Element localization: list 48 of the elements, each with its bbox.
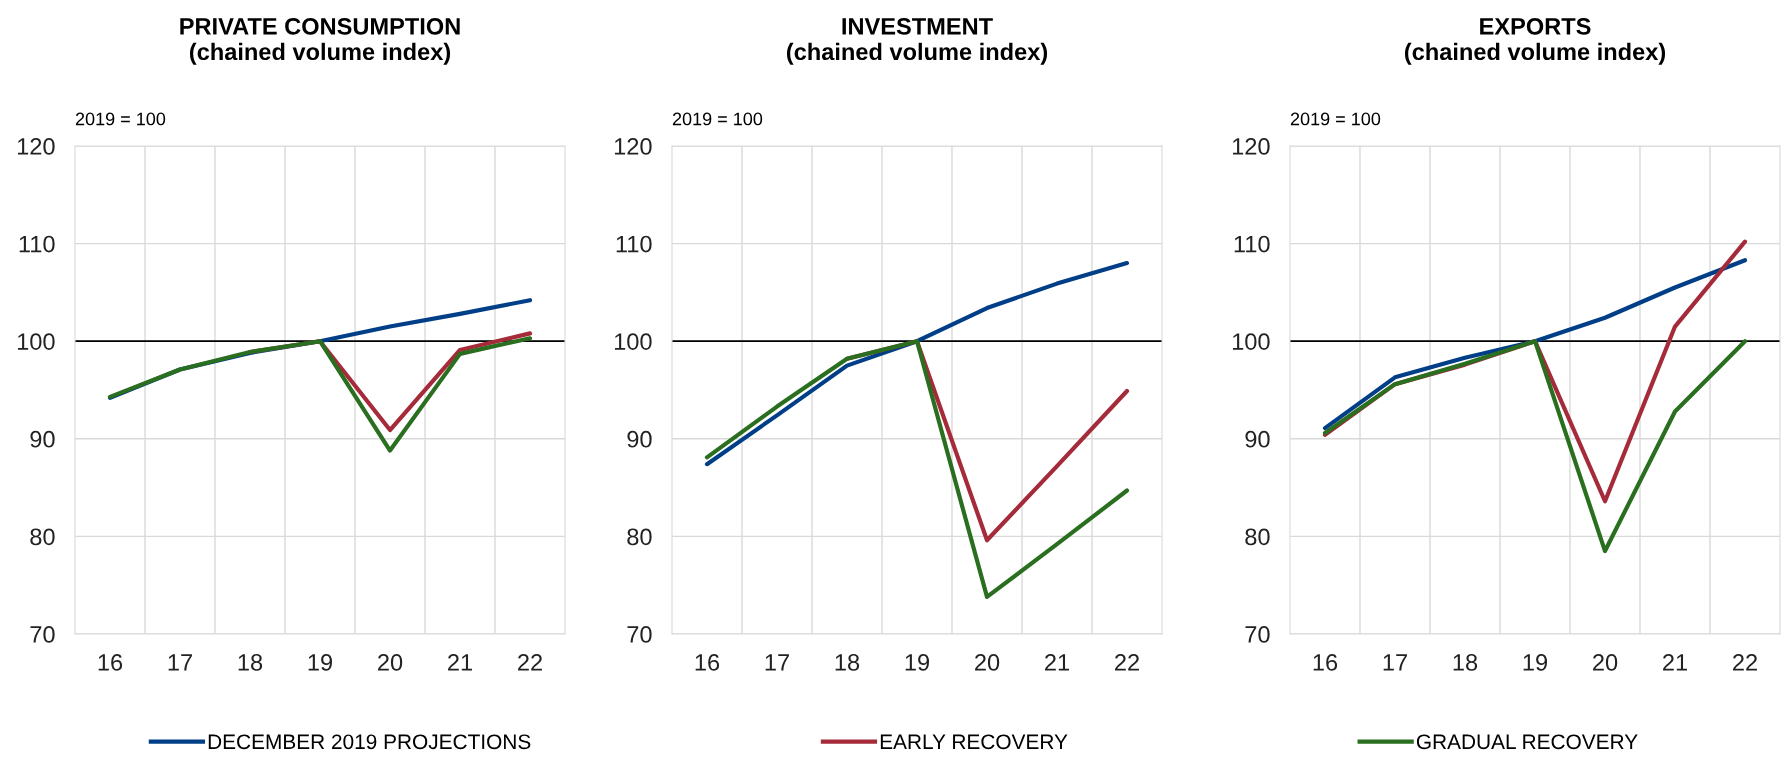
legend-label: EARLY RECOVERY (880, 734, 1068, 750)
y-tick-label: 90 (1245, 430, 1270, 448)
x-tick-label: 21 (1045, 654, 1069, 671)
y-tick-label: 110 (1234, 235, 1270, 253)
chart-title: PRIVATE CONSUMPTION (chained volume index) (180, 17, 460, 65)
y-tick-label: 90 (30, 430, 55, 448)
y-tick-label: 80 (1245, 528, 1270, 546)
y-tick-label: 70 (30, 626, 55, 643)
x-tick-label: 19 (905, 654, 930, 671)
chart-title: INVESTMENT (chained volume index) (786, 17, 1048, 65)
y-tick-label: 70 (627, 626, 652, 643)
y-tick-label: 120 (614, 138, 652, 155)
y-tick-label: 110 (616, 235, 652, 253)
x-tick-label: 21 (1663, 654, 1687, 671)
x-tick-label: 17 (168, 654, 192, 671)
legend-label: DECEMBER 2019 PROJECTIONS (208, 734, 531, 750)
text: 2019 = 100 (1290, 112, 1381, 126)
x-tick-label: 18 (238, 654, 263, 671)
x-tick-label: 16 (98, 654, 123, 671)
y-tick-label: 90 (627, 430, 652, 448)
x-tick-label: 18 (1453, 654, 1478, 671)
x-tick-label: 19 (1523, 654, 1548, 671)
x-tick-label: 17 (1383, 654, 1407, 671)
y-tick-label: 100 (17, 333, 55, 350)
y-tick-label: 100 (1232, 333, 1270, 350)
y-tick-label: 70 (1245, 626, 1270, 643)
x-tick-label: 18 (835, 654, 860, 671)
y-tick-label: 80 (627, 528, 652, 546)
y-tick-label: 80 (30, 528, 55, 546)
y-tick-label: 110 (19, 235, 55, 253)
text: 2019 = 100 (672, 112, 763, 126)
x-tick-label: 17 (765, 654, 789, 671)
x-tick-label: 20 (975, 654, 1000, 671)
x-tick-label: 22 (1733, 654, 1757, 671)
x-tick-label: 22 (518, 654, 542, 671)
x-tick-label: 16 (695, 654, 720, 671)
y-tick-label: 120 (17, 138, 55, 155)
x-tick-label: 16 (1313, 654, 1338, 671)
chart-title: EXPORTS (chained volume index) (1404, 17, 1666, 65)
x-tick-label: 20 (1593, 654, 1618, 671)
x-tick-label: 19 (308, 654, 333, 671)
text: 2019 = 100 (75, 112, 166, 126)
x-tick-label: 20 (378, 654, 403, 671)
x-tick-label: 22 (1115, 654, 1139, 671)
x-tick-label: 21 (448, 654, 472, 671)
legend-label: GRADUAL RECOVERY (1416, 734, 1638, 750)
y-tick-label: 120 (1232, 138, 1270, 155)
y-tick-label: 100 (614, 333, 652, 350)
